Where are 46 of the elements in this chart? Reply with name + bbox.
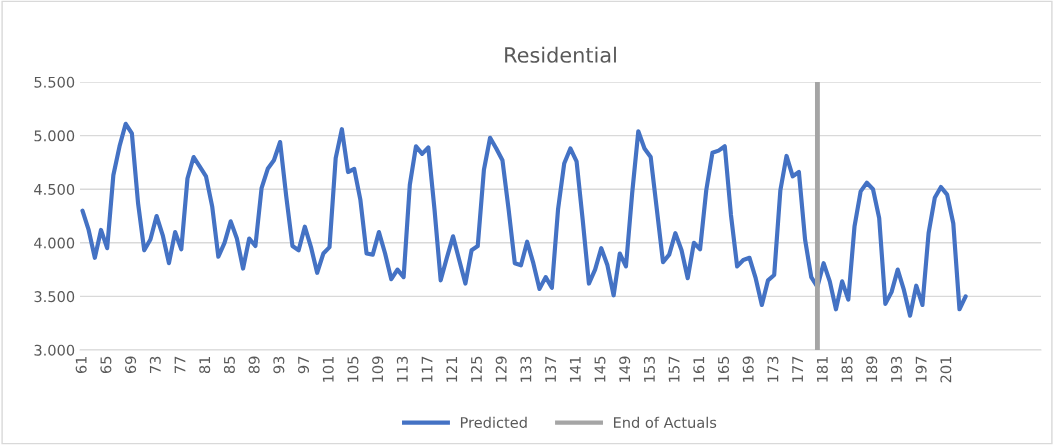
x-tick-label: 73	[149, 356, 161, 373]
x-tick-label: 93	[273, 356, 285, 374]
x-tick-label: 173	[767, 356, 779, 382]
legend-label: Predicted	[460, 416, 527, 429]
x-tick-label: 169	[742, 356, 754, 382]
x-tick-label: 117	[421, 356, 433, 382]
x-tick-label: 125	[470, 356, 482, 382]
x-tick-label: 161	[693, 356, 705, 382]
y-tick-label: 5.000	[34, 130, 75, 142]
x-tick-label: 197	[915, 356, 927, 382]
y-tick-label: 3.500	[34, 291, 75, 303]
x-tick-label: 129	[495, 356, 507, 382]
x-tick-label: 105	[347, 356, 359, 382]
x-tick-label: 77	[174, 356, 186, 373]
line-series	[80, 121, 968, 318]
x-tick-label: 89	[248, 356, 260, 374]
x-tick-label: 157	[668, 356, 680, 382]
x-tick-label: 113	[396, 356, 408, 382]
x-tick-label: 121	[446, 356, 458, 382]
x-tick-label: 61	[75, 356, 87, 374]
x-tick-label: 185	[841, 356, 853, 382]
x-tick-label: 101	[322, 356, 334, 382]
x-tick-label: 165	[717, 356, 730, 382]
x-tick-label: 69	[125, 356, 137, 374]
x-tick-label: 141	[569, 356, 581, 382]
x-tick-label: 109	[372, 356, 384, 382]
x-tick-label: 149	[619, 356, 631, 382]
chart-title: Residential	[505, 46, 616, 63]
x-tick-label: 133	[520, 356, 532, 382]
x-tick-label: 181	[816, 356, 828, 382]
x-tick-label: 85	[223, 356, 235, 374]
x-tick-label: 137	[545, 356, 557, 382]
y-tick-label: 4.000	[34, 237, 75, 249]
x-tick-label: 189	[866, 356, 878, 382]
x-tick-label: 201	[940, 356, 952, 383]
y-tick-label: 5.500	[34, 76, 75, 88]
y-tick-label: 3.000	[34, 344, 75, 356]
legend-label: End of Actuals	[614, 416, 717, 429]
x-tick-label: 97	[298, 356, 310, 374]
x-tick-label: 65	[100, 356, 112, 374]
x-tick-label: 81	[199, 356, 211, 374]
x-tick-label: 145	[594, 356, 606, 382]
x-tick-label: 177	[792, 356, 803, 382]
y-tick-label: 4.500	[34, 183, 75, 195]
x-tick-label: 153	[643, 356, 655, 382]
x-tick-label: 193	[890, 356, 902, 382]
